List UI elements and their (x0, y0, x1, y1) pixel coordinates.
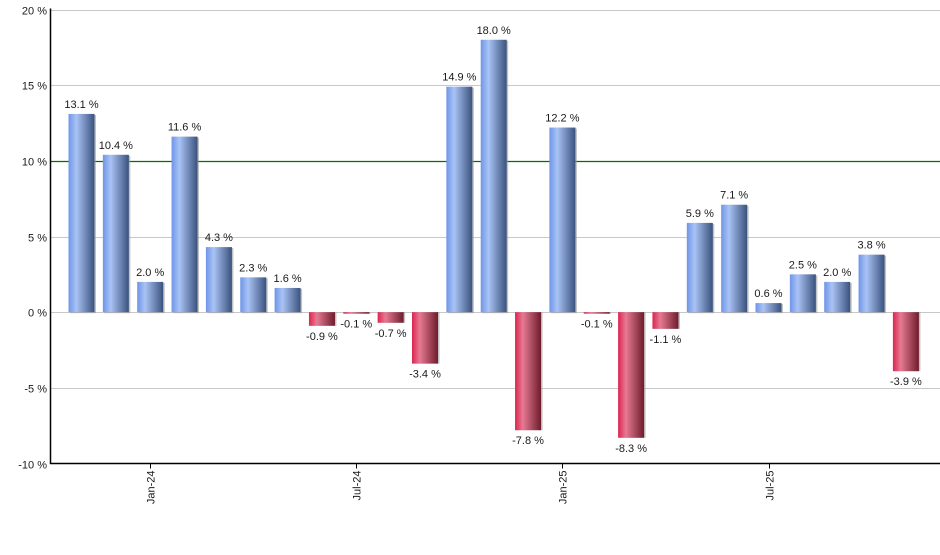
bar-value-label: -3.9 % (890, 376, 922, 388)
bar-value-label: 18.0 % (477, 25, 511, 37)
y-tick-label: -5 % (24, 384, 47, 396)
bar-positive (549, 127, 576, 313)
bar-value-label: -0.7 % (375, 328, 407, 340)
bar-positive (102, 154, 129, 313)
bar-negative (308, 312, 335, 326)
bar-positive (789, 274, 816, 313)
bar-value-label: 7.1 % (720, 190, 748, 202)
bar-positive (68, 113, 95, 313)
bar-value-label: -1.1 % (650, 334, 682, 346)
bar-negative (412, 312, 438, 364)
bar-positive (274, 287, 301, 313)
bar-value-label: 2.0 % (823, 267, 851, 279)
bar-value-label: -0.1 % (340, 319, 372, 331)
bar-negative (583, 312, 610, 314)
bar-value-label: 3.8 % (857, 240, 885, 252)
bar-value-label: -8.3 % (615, 443, 647, 455)
bar-positive (446, 86, 473, 313)
bars (68, 39, 921, 438)
x-tick-label: Jul-25 (765, 471, 777, 501)
x-tick-label: Jan-24 (146, 471, 158, 505)
bar-value-label: 2.0 % (136, 267, 164, 279)
bar-positive (205, 247, 232, 313)
bar-negative (515, 312, 542, 431)
y-tick-label: -10 % (18, 460, 47, 472)
bar-positive (824, 281, 851, 313)
y-tick-label: 5 % (28, 233, 47, 245)
bar-value-labels: 13.1 % 10.4 % 2.0 % 11.6 % 4.3 % 2.3 % 1.6 % -0… (64, 25, 922, 455)
bar-value-label: -0.9 % (306, 331, 338, 343)
axes (49, 8, 940, 465)
bar-positive (480, 39, 507, 313)
x-axis-tick-labels: Jan-24 Jul-24 Jan-25 Jul-25 (146, 463, 777, 505)
bar-positive (755, 303, 782, 313)
bar-value-label: 5.9 % (686, 208, 714, 220)
bar-value-label: 10.4 % (99, 140, 133, 152)
bar-negative (377, 312, 404, 323)
bar-value-label: 1.6 % (274, 273, 302, 285)
bar-negative (618, 312, 645, 438)
bar-positive (686, 222, 713, 313)
bar-negative (652, 312, 679, 329)
bar-positive (721, 204, 748, 313)
bar-positive (858, 254, 885, 313)
bar-negative (892, 312, 919, 372)
bar-value-label: 13.1 % (64, 99, 98, 111)
bar-positive (137, 281, 164, 313)
bar-value-label: 14.9 % (442, 72, 476, 84)
bar-value-label: -0.1 % (581, 319, 613, 331)
bar-value-label: -3.4 % (409, 369, 441, 381)
bar-negative (343, 312, 370, 314)
bar-value-label: -7.8 % (512, 435, 544, 447)
x-tick-label: Jul-24 (352, 471, 364, 501)
bar-positive (171, 136, 198, 313)
y-tick-label: 20 % (22, 6, 47, 18)
x-tick-label: Jan-25 (558, 471, 570, 505)
bar-value-label: 12.2 % (545, 113, 579, 125)
y-tick-label: 15 % (22, 81, 47, 93)
bar-value-label: 4.3 % (205, 232, 233, 244)
y-tick-label: 10 % (22, 157, 47, 169)
bar-value-label: 11.6 % (168, 122, 202, 134)
bar-positive (240, 277, 267, 313)
bar-value-label: 2.5 % (789, 259, 817, 271)
y-tick-label: 0 % (28, 308, 47, 320)
bar-value-label: 0.6 % (754, 288, 782, 300)
y-axis-tick-labels: -10 % -5 % 0 % 5 % 10 % 15 % 20 % (18, 6, 47, 472)
bar-value-label: 2.3 % (239, 262, 267, 274)
